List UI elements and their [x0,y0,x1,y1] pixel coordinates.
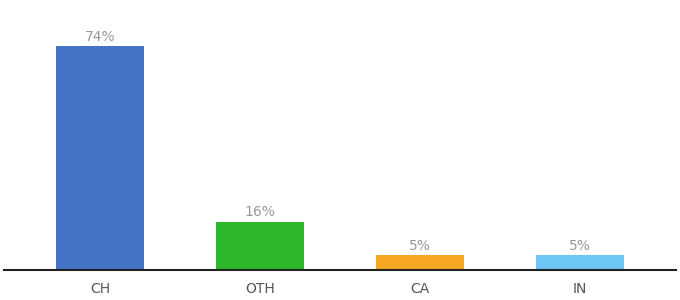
Text: 74%: 74% [85,30,116,44]
Bar [376,255,464,270]
Text: 5%: 5% [409,238,431,253]
Bar [216,222,304,270]
Bar [56,46,144,270]
Text: 16%: 16% [245,205,275,219]
Bar [536,255,624,270]
Text: 5%: 5% [569,238,591,253]
